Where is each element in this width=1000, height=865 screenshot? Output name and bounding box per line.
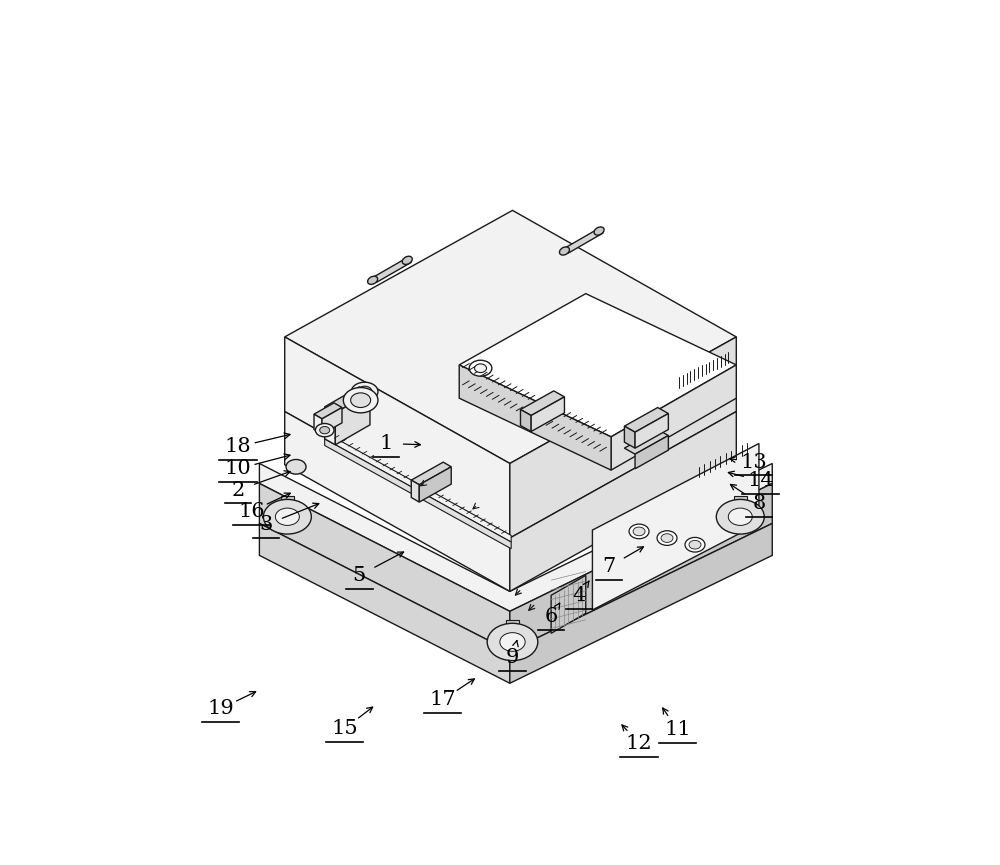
- Text: 1: 1: [379, 434, 393, 453]
- Text: 17: 17: [429, 690, 456, 709]
- Polygon shape: [285, 412, 510, 592]
- Polygon shape: [325, 407, 335, 445]
- Polygon shape: [325, 439, 511, 548]
- Polygon shape: [624, 430, 668, 454]
- Polygon shape: [325, 387, 370, 413]
- Text: 16: 16: [238, 502, 265, 521]
- Ellipse shape: [661, 534, 673, 542]
- Polygon shape: [259, 484, 510, 651]
- Ellipse shape: [351, 393, 371, 407]
- Text: 9: 9: [506, 649, 519, 668]
- Polygon shape: [611, 365, 736, 471]
- Ellipse shape: [275, 508, 299, 525]
- Text: 6: 6: [545, 607, 558, 626]
- Ellipse shape: [357, 386, 372, 397]
- Polygon shape: [314, 403, 342, 419]
- Text: 15: 15: [331, 719, 358, 738]
- Polygon shape: [551, 575, 586, 633]
- Polygon shape: [459, 365, 611, 471]
- Polygon shape: [314, 414, 322, 434]
- Text: 3: 3: [259, 516, 273, 535]
- Polygon shape: [459, 293, 736, 437]
- Polygon shape: [563, 229, 603, 253]
- Polygon shape: [531, 397, 564, 432]
- Polygon shape: [510, 484, 772, 651]
- Polygon shape: [520, 409, 531, 432]
- Text: 11: 11: [664, 721, 691, 740]
- Ellipse shape: [500, 632, 525, 651]
- Text: 2: 2: [231, 481, 245, 500]
- Polygon shape: [510, 412, 736, 592]
- Text: 10: 10: [225, 459, 251, 478]
- Polygon shape: [285, 336, 510, 538]
- Ellipse shape: [351, 382, 378, 400]
- Ellipse shape: [633, 527, 645, 535]
- Polygon shape: [635, 435, 668, 469]
- Ellipse shape: [263, 499, 311, 534]
- Ellipse shape: [469, 360, 492, 376]
- Polygon shape: [259, 523, 510, 683]
- Ellipse shape: [487, 624, 538, 661]
- Text: 8: 8: [752, 494, 766, 513]
- Ellipse shape: [286, 459, 306, 474]
- Ellipse shape: [368, 276, 378, 285]
- Polygon shape: [419, 467, 451, 502]
- Polygon shape: [259, 464, 772, 612]
- Polygon shape: [734, 496, 747, 508]
- Ellipse shape: [716, 499, 764, 534]
- Polygon shape: [322, 407, 342, 434]
- Polygon shape: [506, 619, 519, 632]
- Text: 5: 5: [353, 566, 366, 585]
- Polygon shape: [285, 210, 736, 464]
- Ellipse shape: [343, 388, 378, 413]
- Polygon shape: [281, 496, 294, 508]
- Polygon shape: [411, 462, 451, 484]
- Polygon shape: [411, 480, 419, 502]
- Polygon shape: [371, 259, 411, 282]
- Ellipse shape: [315, 424, 334, 437]
- Ellipse shape: [475, 364, 487, 373]
- Text: 4: 4: [572, 586, 586, 605]
- Text: 19: 19: [207, 699, 234, 718]
- Polygon shape: [592, 444, 759, 610]
- Text: 18: 18: [225, 438, 251, 457]
- Ellipse shape: [559, 247, 569, 255]
- Ellipse shape: [594, 227, 604, 235]
- Ellipse shape: [728, 508, 752, 525]
- Text: 7: 7: [602, 557, 616, 576]
- Text: 13: 13: [740, 452, 767, 471]
- Ellipse shape: [689, 541, 701, 549]
- Polygon shape: [624, 407, 668, 432]
- Polygon shape: [325, 432, 511, 542]
- Polygon shape: [520, 391, 564, 415]
- Ellipse shape: [657, 531, 677, 546]
- Polygon shape: [510, 523, 772, 683]
- Ellipse shape: [320, 426, 330, 434]
- Polygon shape: [335, 393, 370, 445]
- Polygon shape: [510, 336, 736, 538]
- Polygon shape: [624, 426, 635, 448]
- Text: 14: 14: [747, 471, 774, 490]
- Ellipse shape: [629, 524, 649, 539]
- Ellipse shape: [685, 537, 705, 552]
- Text: 12: 12: [626, 734, 652, 753]
- Ellipse shape: [402, 256, 412, 265]
- Polygon shape: [635, 413, 668, 448]
